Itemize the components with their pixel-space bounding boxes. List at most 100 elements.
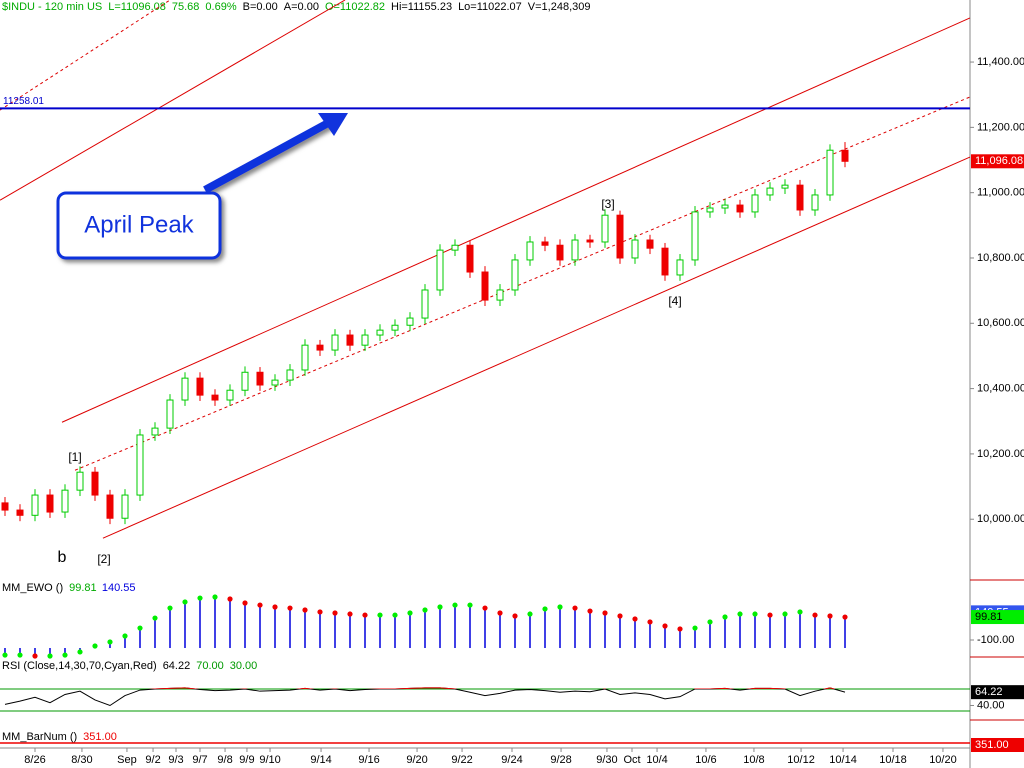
ewo-dot [107, 639, 113, 645]
ewo-dot [677, 626, 683, 632]
callout-box [56, 191, 222, 260]
x-tick-label: 9/10 [259, 754, 280, 766]
trendline [102, 156, 971, 539]
candle-body [226, 389, 234, 401]
candle-body [766, 187, 774, 196]
price-header: $INDU - 120 min US L=11096.08 75.68 0.69% B=… [2, 1, 591, 13]
ewo-dot [542, 606, 548, 612]
candle-body [556, 244, 564, 261]
x-tick-label: 9/14 [310, 754, 331, 766]
candle-body [526, 241, 534, 261]
header-item: Lo=11022.07 [458, 1, 522, 13]
candle-body [376, 329, 384, 336]
x-tick-label: 10/6 [695, 754, 716, 766]
ewo-dot [782, 611, 788, 617]
ewo-dot [347, 611, 353, 617]
ewo-dot [242, 600, 248, 606]
header-item: RSI (Close,14,30,70,Cyan,Red) [2, 660, 157, 672]
last-price-label: 11,096.08 [975, 155, 1023, 167]
candle-body [826, 149, 834, 196]
header-item: V=1,248,309 [528, 1, 591, 13]
candle-body [31, 494, 39, 516]
ewo-dot [437, 604, 443, 610]
y-tick-label: 11,000.00 [977, 187, 1024, 199]
x-tick-label: 9/28 [550, 754, 571, 766]
candle-body [601, 214, 609, 243]
x-tick-label: 8/26 [24, 754, 45, 766]
header-item: 64.22 [163, 660, 191, 672]
candle-body [706, 207, 714, 213]
candle-body [46, 494, 54, 513]
ewo-dot [752, 611, 758, 617]
ewo-dot [767, 612, 773, 618]
candle-body [166, 399, 174, 429]
ewo-dot [587, 608, 593, 614]
x-tick-label: 9/2 [145, 754, 160, 766]
x-tick-label: 9/7 [192, 754, 207, 766]
ewo-dot [182, 599, 188, 605]
rsi-overbought-line [148, 687, 836, 689]
candle-body [511, 259, 519, 291]
header-item: MM_BarNum () [2, 731, 77, 743]
last-price-label-box [971, 154, 1024, 169]
ewo-dot [407, 610, 413, 616]
candle-body [121, 494, 129, 519]
header-item: MM_EWO () [2, 582, 63, 594]
candle-body [151, 427, 159, 436]
ewo-dot [527, 611, 533, 617]
rsi-value-label-box [971, 685, 1024, 700]
ewo-dot [602, 610, 608, 616]
candle-body [691, 211, 699, 261]
candle-body [781, 184, 789, 189]
rsi-value-label: 64.22 [975, 686, 1003, 698]
y-tick-label: -100.00 [977, 634, 1014, 646]
ewo-dot [212, 594, 218, 600]
x-tick-label: 10/8 [743, 754, 764, 766]
x-tick-label: 9/20 [406, 754, 427, 766]
candle-body [436, 249, 444, 291]
candle-body [271, 379, 279, 386]
trendline [0, 0, 171, 111]
ewo-dot [827, 613, 833, 619]
ewo-dot [647, 619, 653, 625]
wave-label: b [58, 549, 67, 566]
ewo-dot [452, 602, 458, 608]
candle-body [331, 334, 339, 351]
candle-body [421, 289, 429, 319]
candle-body [211, 394, 219, 401]
candle-body [241, 371, 249, 391]
x-tick-label: 9/22 [451, 754, 472, 766]
trendline [0, 0, 346, 201]
candle-body [136, 434, 144, 496]
header-item: 351.00 [83, 731, 117, 743]
ewo-dot [77, 649, 83, 655]
candle-body [61, 489, 69, 513]
y-tick-label: 10,600.00 [977, 317, 1024, 329]
candle-body [361, 334, 369, 346]
ewo-dot [197, 595, 203, 601]
candle-body [616, 214, 624, 259]
ewo-dot [62, 652, 68, 658]
ewo-dot [572, 605, 578, 611]
candle-body [76, 471, 84, 491]
ewo-dot [392, 612, 398, 618]
candle-body [571, 239, 579, 261]
candle-body [721, 204, 729, 209]
callout-arrow [203, 118, 332, 194]
barnum-label-box [971, 738, 1024, 752]
y-tick-label: 11,200.00 [977, 121, 1024, 133]
header-item: 75.68 [172, 1, 200, 13]
ewo-dot [557, 604, 563, 610]
candle-body [346, 334, 354, 346]
ewo-dot [122, 633, 128, 639]
ewo-dot [152, 615, 158, 621]
y-tick-label: 10,800.00 [977, 252, 1024, 264]
y-tick-label: 40.00 [977, 699, 1005, 711]
x-tick-label: 9/8 [217, 754, 232, 766]
candle-body [586, 239, 594, 243]
ewo-dot [707, 619, 713, 625]
candle-body [391, 324, 399, 331]
header-item: A=0.00 [284, 1, 319, 13]
